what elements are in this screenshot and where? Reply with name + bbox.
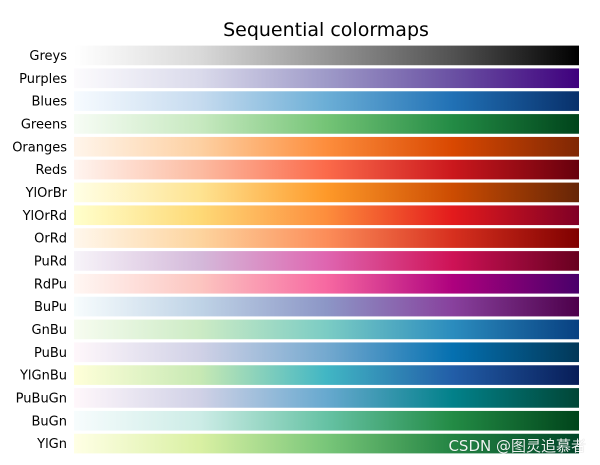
colormap-bar-greens <box>74 114 579 134</box>
colormap-bar-ylgnbu <box>74 365 579 385</box>
watermark: CSDN @图灵追慕者 <box>448 437 586 455</box>
colormap-bar-ylorbr <box>74 182 579 203</box>
colormap-rows: Greys Purples Blues Greens Oranges Reds YlOrBr… <box>12 45 579 454</box>
colormap-label-bupu: BuPu <box>34 300 67 315</box>
colormap-bar-rdpu <box>74 273 579 294</box>
colormap-bar-purd <box>74 251 579 271</box>
colormap-label-reds: Reds <box>36 163 68 178</box>
colormap-bar-oranges <box>74 136 579 157</box>
colormap-label-ylgnbu: YlGnBu <box>19 369 67 384</box>
colormap-bar-pubugn <box>74 388 579 408</box>
colormap-label-ylgn: YlGn <box>36 437 67 452</box>
colormap-bar-gnbu <box>74 319 579 340</box>
colormap-bar-bugn <box>74 410 579 431</box>
colormap-label-purd: PuRd <box>34 255 67 270</box>
colormap-bar-ylgn <box>74 433 579 454</box>
colormap-bar-greys <box>74 45 579 66</box>
colormap-label-oranges: Oranges <box>12 140 67 155</box>
colormap-label-purples: Purples <box>19 72 67 87</box>
chart-title: Sequential colormaps <box>223 19 429 41</box>
colormap-bar-bupu <box>74 296 579 317</box>
colormap-bar-orrd <box>74 228 579 248</box>
colormap-bar-blues <box>74 91 579 111</box>
colormap-label-ylorrd: YlOrRd <box>22 209 67 224</box>
colormap-bar-pubu <box>74 342 579 363</box>
colormap-label-orrd: OrRd <box>34 232 67 247</box>
colormap-label-rdpu: RdPu <box>34 277 67 292</box>
colormap-label-pubu: PuBu <box>34 346 67 361</box>
colormap-label-pubugn: PuBuGn <box>16 392 67 407</box>
colormap-label-gnbu: GnBu <box>32 323 67 338</box>
colormap-label-ylorbr: YlOrBr <box>25 186 68 201</box>
colormap-label-blues: Blues <box>31 95 67 110</box>
colormap-label-greys: Greys <box>29 49 67 64</box>
colormap-bar-purples <box>74 68 579 89</box>
colormap-label-bugn: BuGn <box>32 414 67 429</box>
colormap-label-greens: Greens <box>21 118 67 133</box>
colormap-bar-ylorrd <box>74 205 579 226</box>
colormap-bar-reds <box>74 159 579 180</box>
